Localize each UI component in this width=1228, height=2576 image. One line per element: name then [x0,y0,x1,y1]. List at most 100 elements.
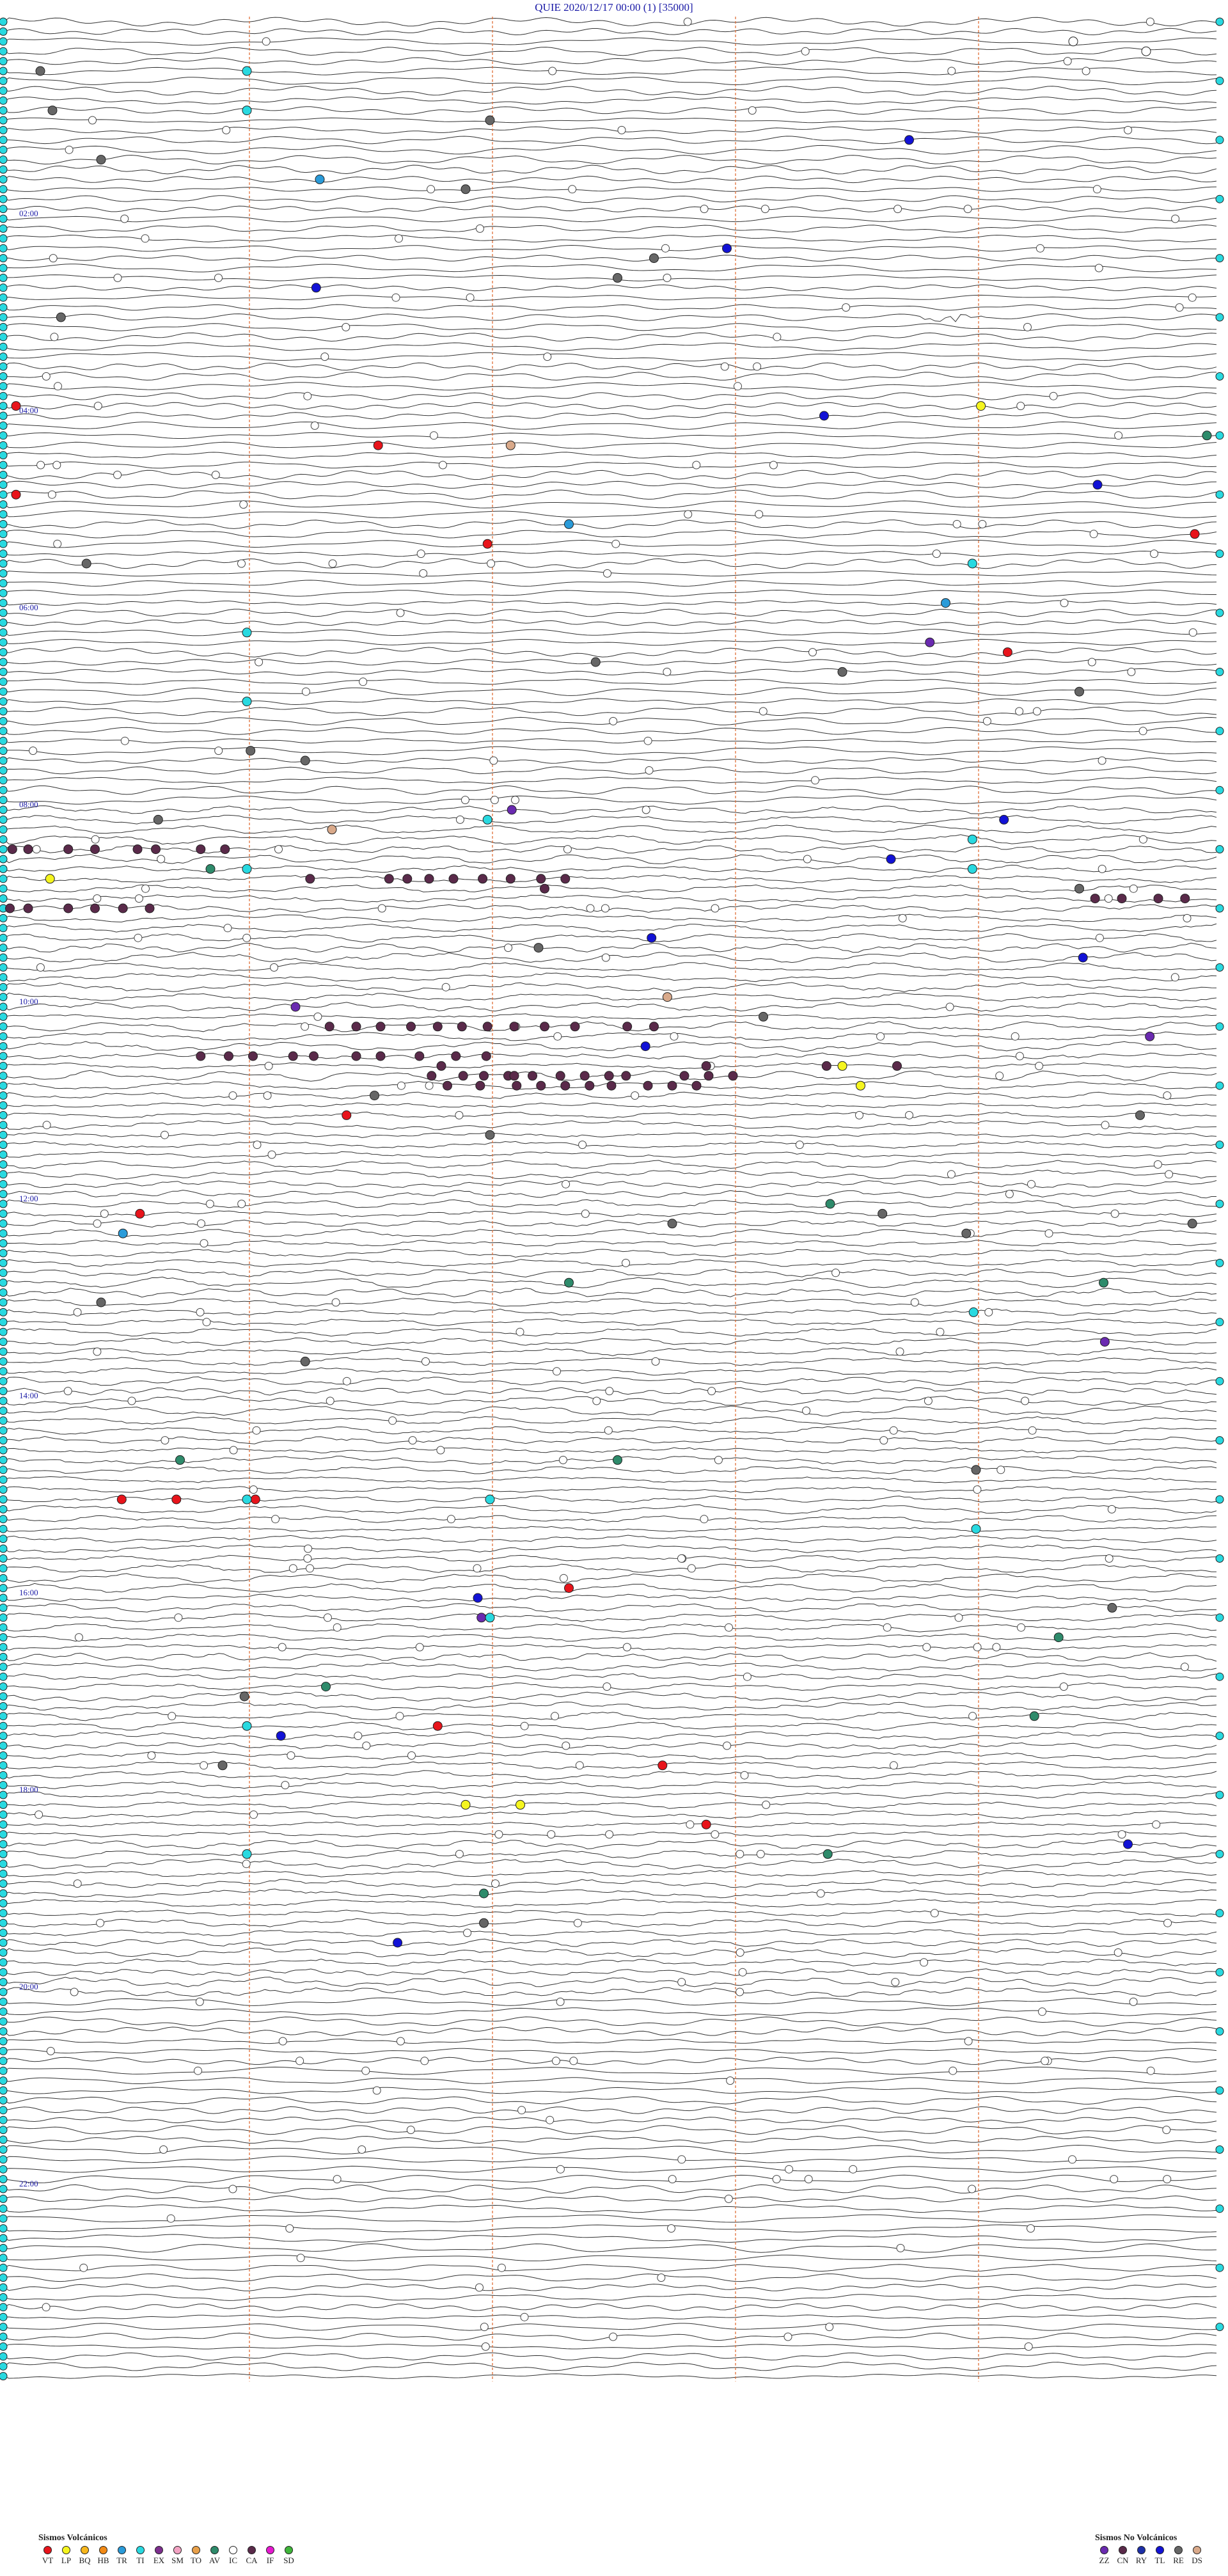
event-ic [889,1761,898,1770]
event-ca [555,1071,565,1081]
line-marker [0,1899,8,1908]
trace-line [3,1761,1216,1769]
event-ic [1107,1505,1116,1513]
event-ic [738,1968,747,1977]
event-ca [540,883,549,894]
event-ca [151,844,161,855]
trace-line [3,1169,1217,1180]
event-ca [288,1051,298,1061]
event-ic [736,1849,744,1858]
event-ca [560,1080,571,1091]
event-ic [1188,293,1197,302]
event-ic [408,1436,417,1445]
line-marker [0,1741,8,1750]
trace-line [3,452,1217,459]
event-ca [536,874,546,884]
event-ti [967,558,977,569]
event-re [56,312,66,322]
line-marker [0,1840,8,1849]
line-marker [0,559,8,568]
trace-line [3,1791,1217,1799]
trace-line [3,2314,1216,2320]
event-ca [505,874,516,884]
event-re [971,1465,981,1475]
event-ca [248,1051,258,1061]
line-marker [0,470,8,479]
event-ic [205,1199,214,1208]
event-ic [930,1909,939,1918]
event-ic [1028,1426,1037,1435]
legend-item-vt: VT [38,2546,57,2566]
line-marker [0,1564,8,1573]
event-ic [32,845,41,854]
event-ic [769,461,778,470]
trace-line [3,225,1217,233]
line-marker [0,776,8,785]
event-ca [375,1051,386,1061]
trace-line [3,1447,1216,1453]
line-marker [0,1593,8,1602]
line-marker [0,539,8,548]
line-marker [0,530,8,539]
trace-line [3,706,1217,716]
event-ca [579,1071,590,1081]
line-marker [0,1416,8,1425]
event-ds [505,440,516,450]
line-marker [0,944,8,952]
right-marker [1215,549,1224,558]
legend-item-cn: CN [1114,2546,1132,2566]
event-ic [945,1002,954,1011]
right-marker [1215,1732,1224,1741]
trace-line [3,1141,1217,1149]
event-ic [609,2332,618,2341]
event-ic [677,2155,686,2164]
trace-line [3,412,1217,420]
line-marker [0,402,8,411]
trace-line [3,274,1217,281]
trace-line [3,28,1217,36]
line-marker [0,658,8,667]
event-tl [1123,1839,1133,1849]
event-ca [528,1071,537,1081]
event-vt [432,1721,443,1731]
trace-line [3,589,1216,597]
event-ic [174,1613,183,1622]
trace-line [3,845,1217,854]
event-ic [1138,835,1147,844]
trace-line [3,1573,1217,1584]
event-ca [451,1051,461,1061]
line-marker [0,1781,8,1790]
legend-non-volcanic: Sismos No Volcánicos ZZ CN RY TL RE DS [1095,2533,1206,2566]
event-ca [1153,894,1163,904]
event-ic [211,470,220,479]
legend-volcanic-title: Sismos Volcánicos [38,2533,107,2543]
trace-line [3,2007,1217,2016]
event-vt [1002,647,1012,658]
line-marker [0,1524,8,1533]
trace-line [3,1691,1217,1702]
event-ic [816,1889,825,1898]
line-marker [0,727,8,736]
event-ic [504,944,513,952]
trace-line [3,1504,1217,1515]
event-ic [1110,1209,1119,1218]
event-ic [720,362,729,371]
trace-line [3,2066,1217,2075]
legend-code: BQ [79,2556,91,2565]
line-marker [0,76,8,85]
trace-line [3,421,1217,430]
line-marker [0,2224,8,2233]
right-marker [1215,608,1224,617]
event-ic [237,1199,246,1208]
line-marker [0,716,8,725]
event-ic [65,145,74,154]
event-ca [691,1080,702,1091]
event-vt [11,401,21,411]
trace-line [3,825,1217,834]
legend-dot [266,2546,274,2554]
line-marker [0,1751,8,1760]
event-ic [200,1761,209,1770]
legend-dot [285,2546,293,2554]
event-ca [621,1071,631,1081]
event-ic [491,1879,500,1888]
